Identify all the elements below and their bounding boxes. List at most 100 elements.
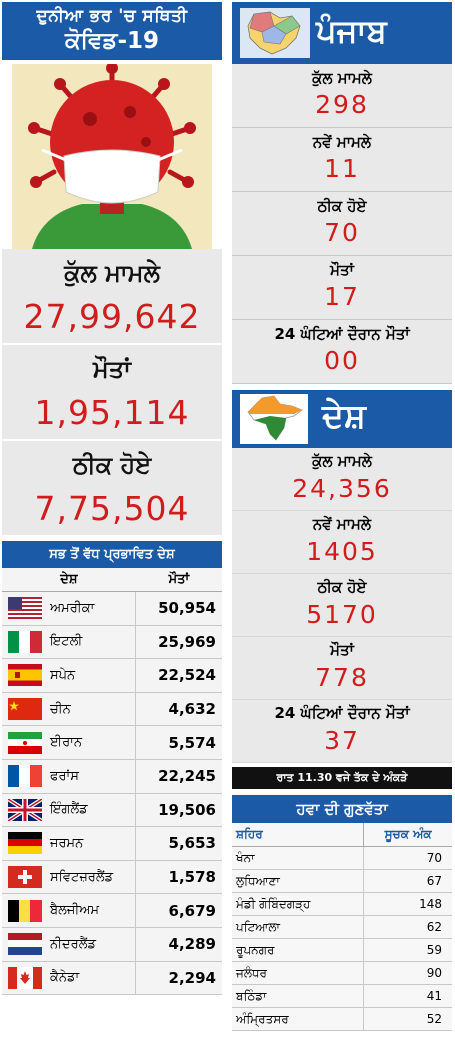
world-stat-label: ਮੌਤਾਂ	[93, 355, 131, 383]
death-count: 22,524	[135, 658, 222, 693]
punjab-map-icon	[240, 8, 310, 58]
world-stat-value: 27,99,642	[23, 297, 201, 336]
city-name: ਮੰਡੀ ਗੋਬਿੰਦਗੜ੍ਹ	[232, 892, 364, 916]
country-name: ਇਟਲੀ	[48, 625, 136, 660]
death-count: 22,245	[135, 759, 222, 794]
city-name: ਲੁਧਿਆਣਾ	[232, 869, 364, 893]
country-name: ਬੈਲਜੀਅਮ	[48, 893, 136, 928]
death-count: 1,578	[135, 860, 222, 895]
italy-flag-icon	[8, 630, 42, 653]
table-row: ਈਰਾਨ 5,574	[2, 725, 222, 760]
death-count: 5,574	[135, 725, 222, 760]
affected-countries-table: ਦੇਸ਼ ਮੌਤਾਂ ਅਮਰੀਕਾ 50,954	[2, 568, 222, 996]
country-name: ਸਵਿਟਜ਼ਰਲੈਂਡ	[48, 860, 136, 895]
death-count: 50,954	[135, 591, 222, 626]
punjab-stat-value: 70	[324, 218, 360, 247]
table-header-row: ਸ਼ਹਿਰ ਸੂਚਕ ਅੰਕ	[232, 823, 452, 847]
world-stats: ਕੁੱਲ ਮਾਮਲੇ 27,99,642 ਮੌਤਾਂ 1,95,114 ਠੀਕ …	[2, 249, 222, 537]
world-stat-label: ਕੁੱਲ ਮਾਮਲੇ	[64, 259, 160, 287]
country-stat-item: ਕੁੱਲ ਮਾਮਲੇ 24,356	[232, 448, 452, 511]
city-name: ਜਲੰਧਰ	[232, 961, 364, 985]
world-heading-line2: ਕੋਵਿਡ-19	[65, 28, 159, 54]
table-row: ਕੈਨੇਡਾ 2,294	[2, 961, 222, 996]
world-stat-value: 1,95,114	[34, 393, 190, 432]
country-stat-value: 778	[315, 663, 369, 692]
iran-flag-icon	[8, 731, 42, 754]
table-row: ਜਲੰਧਰ 90	[232, 961, 452, 985]
world-stat-item: ਠੀਕ ਹੋਏ 7,75,504	[2, 441, 222, 537]
world-stat-item: ਕੁੱਲ ਮਾਮਲੇ 27,99,642	[2, 249, 222, 345]
table-row: ਫਰਾਂਸ 22,245	[2, 759, 222, 794]
aqi-value: 59	[363, 938, 452, 962]
country-stats: ਕੁੱਲ ਮਾਮਲੇ 24,356 ਨਵੇਂ ਮਾਮਲੇ 1405 ਠੀਕ ਹੋ…	[232, 448, 452, 763]
spain-flag-icon	[8, 664, 42, 687]
table-row: ਰੂਪਨਗਰ 59	[232, 938, 452, 962]
table-row: ਲੁਧਿਆਣਾ 67	[232, 869, 452, 893]
punjab-stat-item: ਮੌਤਾਂ 17	[232, 256, 452, 320]
switzerland-flag-icon	[8, 866, 42, 889]
punjab-stat-label: 24 ਘੰਟਿਆਂ ਦੌਰਾਨ ਮੌਤਾਂ	[274, 325, 410, 343]
country-name: ਅਮਰੀਕਾ	[48, 591, 136, 626]
france-flag-icon	[8, 765, 42, 788]
death-count: 19,506	[135, 793, 222, 828]
country-stat-value: 24,356	[292, 474, 392, 503]
world-stat-item: ਮੌਤਾਂ 1,95,114	[2, 345, 222, 441]
aqi-value: 62	[363, 915, 452, 939]
country-column-header: ਦੇਸ਼	[2, 568, 136, 592]
country-stat-item: ਠੀਕ ਹੋਏ 5170	[232, 574, 452, 637]
death-count: 4,289	[135, 927, 222, 962]
air-quality-heading: ਹਵਾ ਦੀ ਗੁਣਵੱਤਾ	[232, 795, 452, 823]
china-flag-icon	[8, 698, 42, 721]
india-column: ਪੰਜਾਬ ਕੁੱਲ ਮਾਮਲੇ 298 ਨਵੇਂ ਮਾਮਲੇ 11 ਠੀਕ ਹ…	[232, 2, 452, 1031]
india-map-icon	[240, 394, 308, 444]
covid-illustration	[2, 64, 222, 249]
punjab-stat-value: 00	[324, 346, 360, 375]
punjab-stat-label: ਮੌਤਾਂ	[330, 261, 354, 279]
country-stat-label: ਠੀਕ ਹੋਏ	[317, 578, 367, 596]
country-stat-value: 5170	[306, 600, 378, 629]
table-row: ਸਵਿਟਜ਼ਰਲੈਂਡ 1,578	[2, 860, 222, 895]
punjab-stat-value: 298	[315, 90, 369, 119]
usa-flag-icon	[8, 597, 42, 620]
table-row: ਬਠਿੰਡਾ 41	[232, 984, 452, 1008]
table-row: ਪਟਿਆਲਾ 62	[232, 915, 452, 939]
world-column: ਦੁਨੀਆ ਭਰ 'ਚ ਸਥਿਤੀ ਕੋਵਿਡ-19	[2, 2, 222, 996]
country-name: ਕੈਨੇਡਾ	[48, 961, 136, 996]
country-stat-item: ਨਵੇਂ ਮਾਮਲੇ 1405	[232, 511, 452, 574]
punjab-stat-item: ਨਵੇਂ ਮਾਮਲੇ 11	[232, 128, 452, 192]
death-count: 6,679	[135, 893, 222, 928]
country-stat-label: ਕੁੱਲ ਮਾਮਲੇ	[312, 452, 372, 470]
table-header-row: ਦੇਸ਼ ਮੌਤਾਂ	[2, 568, 222, 592]
country-name: ਈਰਾਨ	[48, 725, 136, 760]
world-header: ਦੁਨੀਆ ਭਰ 'ਚ ਸਥਿਤੀ ਕੋਵਿਡ-19	[2, 2, 222, 60]
country-name: ਫਰਾਂਸ	[48, 759, 136, 794]
death-count: 4,632	[135, 692, 222, 727]
table-row: ਇੰਗਲੈਂਡ 19,506	[2, 793, 222, 828]
city-column-header: ਸ਼ਹਿਰ	[232, 823, 364, 847]
punjab-stat-value: 11	[324, 154, 360, 183]
country-stat-label: 24 ਘੰਟਿਆਂ ਦੌਰਾਨ ਮੌਤਾਂ	[274, 704, 410, 722]
aqi-value: 41	[363, 984, 452, 1008]
affected-countries-heading: ਸਭ ਤੋਂ ਵੱਧ ਪ੍ਰਭਾਵਿਤ ਦੇਸ਼	[2, 541, 222, 568]
city-name: ਪਟਿਆਲਾ	[232, 915, 364, 939]
city-name: ਬਠਿੰਡਾ	[232, 984, 364, 1008]
punjab-stat-item: ਠੀਕ ਹੋਏ 70	[232, 192, 452, 256]
punjab-title: ਪੰਜਾਬ	[316, 12, 387, 50]
table-row: ਨੀਦਰਲੈਂਡ 4,289	[2, 927, 222, 962]
country-name: ਜਰਮਨ	[48, 826, 136, 861]
city-name: ਅੰਮ੍ਰਿਤਸਰ	[232, 1007, 364, 1031]
country-stat-value: 1405	[306, 537, 378, 566]
germany-flag-icon	[8, 832, 42, 855]
table-row: ਮੰਡੀ ਗੋਬਿੰਦਗੜ੍ਹ 148	[232, 892, 452, 916]
uk-flag-icon	[8, 798, 42, 821]
punjab-stat-label: ਕੁੱਲ ਮਾਮਲੇ	[312, 69, 372, 87]
table-row: ਇਟਲੀ 25,969	[2, 625, 222, 660]
aqi-value: 90	[363, 961, 452, 985]
deaths-column-header: ਮੌਤਾਂ	[135, 568, 222, 592]
table-row: ਬੈਲਜੀਅਮ 6,679	[2, 893, 222, 928]
aqi-value: 67	[363, 869, 452, 893]
country-name: ਸਪੇਨ	[48, 658, 136, 693]
country-header: ਦੇਸ਼	[232, 390, 452, 448]
netherlands-flag-icon	[8, 933, 42, 956]
country-stat-item: ਮੌਤਾਂ 778	[232, 637, 452, 700]
